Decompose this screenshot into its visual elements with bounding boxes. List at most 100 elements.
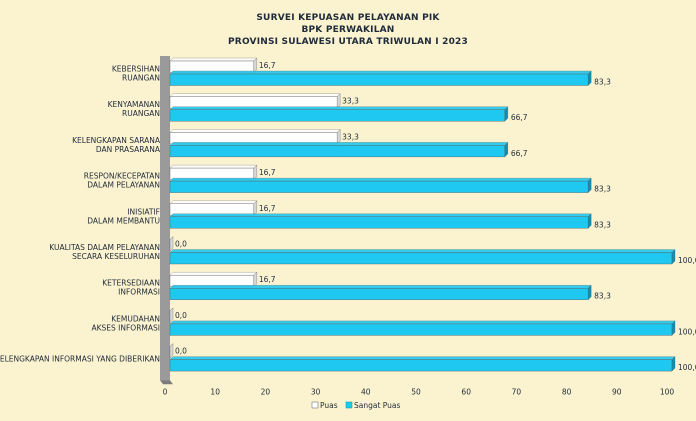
category-label: KEMUDAHAN: [111, 314, 160, 323]
x-tick-label: 90: [612, 387, 622, 396]
bar-sangat-puas-side: [671, 249, 676, 265]
data-label-puas: 16,7: [259, 204, 276, 213]
axis-wall-bottom: [160, 380, 173, 385]
chart-title-line-3: PROVINSI SULAWESI UTARA TRIWULAN I 2023: [228, 37, 468, 47]
bar-sangat-puas-face: [169, 359, 673, 372]
category-label: KUALITAS DALAM PELAYANAN: [49, 243, 160, 252]
bar-puas-side: [253, 164, 257, 180]
x-tick-label: 10: [210, 387, 220, 396]
category-label: RUANGAN: [122, 74, 160, 83]
bar-puas: [169, 200, 258, 216]
data-label-sangat-puas: 83,3: [594, 220, 611, 229]
bar-puas-top: [169, 200, 258, 204]
bar-sangat-puas-side: [671, 356, 676, 372]
data-label-sangat-puas: 66,7: [511, 149, 528, 158]
data-label-puas: 33,3: [342, 97, 359, 106]
data-label-puas: 0,0: [175, 240, 187, 249]
category-label: DALAM MEMBANTU: [87, 216, 160, 225]
bar-sangat-puas-side: [588, 284, 592, 301]
bar-sangat-puas-side: [504, 142, 508, 158]
bar-puas: [169, 57, 258, 73]
chart-title-line-2: BPK PERWAKILAN: [301, 25, 395, 35]
data-label-sangat-puas: 83,3: [594, 185, 611, 194]
category-label: KEBERSIHAN: [112, 65, 160, 74]
x-tick-label: 30: [311, 387, 321, 396]
legend-swatch-sangat-puas: [345, 401, 353, 409]
x-tick-label: 20: [261, 387, 271, 396]
bar-puas-side: [337, 129, 341, 145]
data-label-puas: 0,0: [175, 311, 187, 320]
data-label-puas: 16,7: [259, 168, 276, 177]
category-label: KELENGKAPAN SARANA: [72, 136, 161, 145]
category-label: RUANGAN: [122, 109, 160, 118]
bar-puas-face: [169, 132, 338, 145]
bar-sangat-puas-face: [169, 109, 506, 122]
bar-sangat-puas: [169, 70, 592, 86]
data-label-sangat-puas: 83,3: [594, 78, 611, 87]
bar-sangat-puas: [169, 284, 592, 301]
bar-sangat-puas-face: [169, 323, 673, 336]
category-label: RESPON/KECEPATAN: [84, 172, 160, 181]
x-tick-label: 60: [461, 387, 471, 396]
bar-puas-side: [253, 200, 257, 216]
data-label-sangat-puas: 66,7: [511, 113, 528, 122]
bar-puas: [169, 129, 341, 145]
bar-sangat-puas-top: [169, 356, 676, 360]
x-tick-label: 50: [411, 387, 421, 396]
bar-puas-top: [169, 57, 258, 62]
category-label: INISIATIF: [127, 207, 160, 216]
category-label: AKSES INFORMASI: [91, 323, 160, 332]
bar-puas: [169, 236, 174, 252]
bar-sangat-puas-side: [588, 177, 592, 193]
bar-sangat-puas-top: [169, 142, 509, 146]
data-label-sangat-puas: 100,0: [678, 363, 696, 372]
bar-puas-face: [169, 203, 255, 216]
x-tick-label: 0: [163, 387, 168, 396]
x-tick-label: 70: [512, 387, 522, 396]
bar-puas-top: [169, 272, 258, 276]
category-label: INFORMASI: [118, 288, 160, 297]
bar-puas-side: [253, 271, 257, 288]
data-label-sangat-puas: 100,0: [678, 256, 696, 265]
chart-title-line-1: SURVEI KEPUASAN PELAYANAN PIK: [256, 13, 440, 23]
category-label: KETERSEDIAAN: [102, 279, 160, 288]
x-tick-label: 100: [660, 387, 675, 396]
bar-puas: [169, 307, 174, 323]
category-label: DAN PRASARANA: [96, 145, 161, 154]
bar-sangat-puas-top: [169, 70, 592, 75]
bar-sangat-puas-side: [588, 213, 592, 229]
bar-sangat-puas: [169, 356, 676, 372]
bar-sangat-puas: [169, 142, 509, 158]
bar-sangat-puas-face: [169, 145, 506, 158]
bar-puas-side: [169, 307, 174, 323]
bar-puas-face: [169, 96, 338, 109]
category-label: SECARA KESELURUHAN: [72, 252, 160, 261]
bar-sangat-puas-side: [588, 70, 592, 86]
bar-sangat-puas: [169, 106, 509, 122]
bar-puas-face: [169, 167, 255, 180]
bar-sangat-puas-face: [169, 288, 589, 300]
x-tick-label: 80: [562, 387, 572, 396]
bar-sangat-puas-face: [169, 73, 589, 86]
bar-sangat-puas-face: [169, 180, 589, 193]
bar-puas-side: [169, 343, 174, 359]
bar-puas-side: [253, 57, 257, 73]
bar-sangat-puas-side: [504, 106, 508, 122]
bar-sangat-puas-top: [169, 285, 592, 289]
data-label-sangat-puas: 83,3: [594, 292, 611, 301]
data-label-puas: 16,7: [259, 275, 276, 284]
category-label: DALAM PELAYANAN: [87, 181, 160, 190]
bar-puas-side: [337, 93, 341, 109]
bar-puas-top: [169, 164, 258, 169]
bar-puas-face: [169, 60, 255, 73]
bar-sangat-puas-face: [169, 252, 673, 265]
bar-puas-top: [169, 93, 341, 97]
category-label: KENYAMANAN: [108, 100, 160, 109]
data-label-puas: 33,3: [342, 132, 359, 141]
bar-puas: [169, 343, 174, 359]
data-label-puas: 0,0: [175, 347, 187, 356]
bar-sangat-puas-side: [671, 320, 676, 336]
bar-sangat-puas-top: [169, 320, 676, 325]
